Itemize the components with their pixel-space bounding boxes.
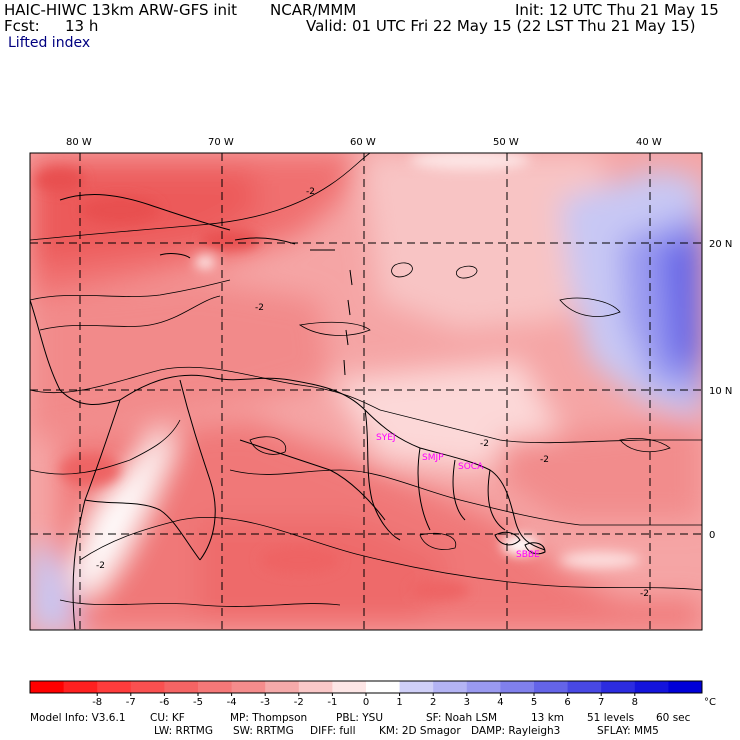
map-frame <box>29 152 703 631</box>
footer-timestep: 60 sec <box>656 712 691 724</box>
station-label-soca: SOCA <box>458 462 484 472</box>
colorbar-label: -6 <box>159 697 169 708</box>
lon-label-50w: 50 W <box>493 137 519 148</box>
center-label: NCAR/MMM <box>270 1 357 19</box>
colorbar-swatch <box>198 681 233 693</box>
footer-diff: DIFF: full <box>310 725 356 737</box>
lon-label-60w: 60 W <box>350 137 376 148</box>
colorbar-unit: °C <box>704 697 716 708</box>
lon-label-80w: 80 W <box>66 137 92 148</box>
colorbar-label: -8 <box>92 697 102 708</box>
colorbar-label: 2 <box>430 697 436 708</box>
init-time: Init: 12 UTC Thu 21 May 15 <box>515 1 719 19</box>
colorbar-label: 0 <box>363 697 369 708</box>
colorbar-swatch <box>634 681 669 693</box>
colorbar-label: -4 <box>227 697 237 708</box>
colorbar-swatch <box>298 681 333 693</box>
colorbar-swatch <box>433 681 468 693</box>
colorbar-label: 3 <box>464 697 470 708</box>
lon-label-40w: 40 W <box>636 137 662 148</box>
colorbar-swatch <box>231 681 266 693</box>
contour-label: -2 <box>306 187 315 197</box>
contour-label: -2 <box>540 455 549 465</box>
colorbar-swatch <box>63 681 98 693</box>
colorbar: -8 -7 -6 -5 -4 -3 -2 -1 0 1 2 3 4 5 6 7 8 °C <box>29 680 716 708</box>
colorbar-label: 6 <box>564 697 570 708</box>
graticule <box>30 153 702 630</box>
field-shading <box>30 153 702 630</box>
footer-resolution: 13 km <box>531 712 565 724</box>
footer-model-info: Model Info: V3.6.1 <box>30 712 126 724</box>
contour-label: -2 <box>255 303 264 313</box>
field-name: Lifted index <box>8 35 91 51</box>
colorbar-swatch <box>668 681 703 693</box>
colorbar-swatch <box>332 681 367 693</box>
colorbar-swatch <box>366 681 401 693</box>
colorbar-swatch <box>567 681 602 693</box>
colorbar-label: 5 <box>531 697 537 708</box>
footer-sf: SF: Noah LSM <box>426 712 498 724</box>
colorbar-swatch <box>130 681 165 693</box>
footer-sw: SW: RRTMG <box>233 725 294 737</box>
station-label-syej: SYEJ <box>376 433 396 443</box>
lon-label-70w: 70 W <box>208 137 234 148</box>
forecast-label: Fcst: <box>4 17 40 35</box>
footer-cu: CU: KF <box>150 712 185 724</box>
colorbar-label: -3 <box>260 697 270 708</box>
colorbar-label: -2 <box>294 697 304 708</box>
coastlines <box>30 194 546 630</box>
footer-pbl: PBL: YSU <box>336 712 384 724</box>
colorbar-label: -7 <box>126 697 136 708</box>
contour-label: -2 <box>96 561 105 571</box>
lat-label-0: 0 <box>709 530 715 541</box>
colorbar-label: 7 <box>598 697 604 708</box>
colorbar-swatch <box>601 681 636 693</box>
colorbar-swatch <box>30 681 65 693</box>
colorbar-swatch <box>534 681 569 693</box>
colorbar-swatch <box>399 681 434 693</box>
footer-sflay: SFLAY: MM5 <box>597 725 659 737</box>
colorbar-label: -5 <box>193 697 203 708</box>
colorbar-label: 1 <box>396 697 402 708</box>
footer-mp: MP: Thompson <box>230 712 308 724</box>
footer-damp: DAMP: Rayleigh3 <box>471 725 561 737</box>
lat-label-20n: 20 N <box>709 239 732 250</box>
valid-time: Valid: 01 UTC Fri 22 May 15 (22 LST Thu … <box>306 17 696 35</box>
lat-label-10n: 10 N <box>709 386 732 397</box>
contour-label: -2 <box>640 589 649 599</box>
footer-lw: LW: RRTMG <box>154 725 213 737</box>
contour-label: -2 <box>480 439 489 449</box>
footer-levels: 51 levels <box>587 712 635 724</box>
colorbar-swatch <box>500 681 535 693</box>
plot-title: HAIC-HIWC 13km ARW-GFS init <box>4 1 238 19</box>
station-label-sbbe: SBBE <box>516 550 540 560</box>
forecast-hour: 13 h <box>65 17 99 35</box>
colorbar-swatch <box>97 681 132 693</box>
colorbar-swatch <box>466 681 501 693</box>
colorbar-swatch <box>164 681 199 693</box>
colorbar-label: 8 <box>632 697 638 708</box>
station-label-smjp: SMJP <box>422 453 444 463</box>
colorbar-label: -1 <box>327 697 337 708</box>
colorbar-swatch <box>265 681 300 693</box>
colorbar-label: 4 <box>497 697 503 708</box>
footer-km: KM: 2D Smagor <box>379 725 461 737</box>
